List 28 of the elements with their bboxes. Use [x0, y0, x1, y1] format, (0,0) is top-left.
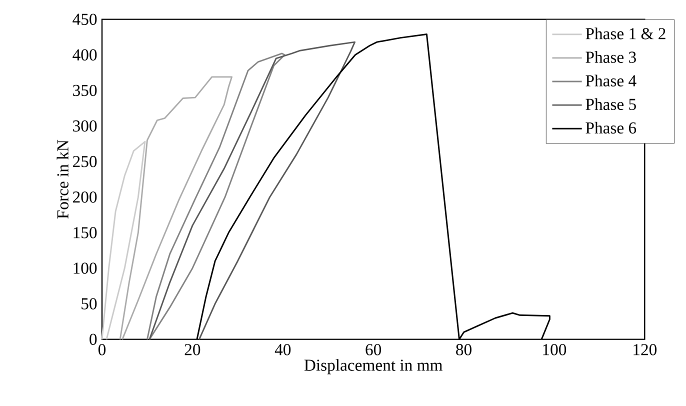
- x-tick-label: 80: [456, 344, 472, 356]
- legend-label: Phase 5: [586, 98, 636, 110]
- y-tick-label: 100: [74, 262, 97, 274]
- y-tick-label: 400: [72, 49, 97, 61]
- x-axis-title: Displacement in mm: [304, 359, 442, 374]
- x-tick-label: 120: [634, 344, 657, 356]
- line-series: [146, 52, 286, 340]
- legend-label: Phase 1 & 2: [586, 28, 666, 40]
- y-tick-label: 0: [90, 334, 97, 345]
- y-tick-label: 350: [73, 84, 97, 96]
- legend-label: Phase 3: [586, 51, 636, 63]
- y-axis-title: Force in kN: [56, 140, 68, 219]
- line-series: [148, 41, 356, 340]
- x-tick-label: 60: [366, 344, 382, 356]
- x-tick-label: 100: [543, 344, 566, 356]
- legend-label: Phase 4: [586, 74, 636, 86]
- line-series: [101, 140, 146, 340]
- y-tick-label: 150: [74, 227, 97, 238]
- y-tick-label: 300: [73, 120, 97, 132]
- y-tick-label: 450: [72, 14, 97, 25]
- line-series: [119, 76, 233, 340]
- x-tick-label: 0: [98, 344, 106, 356]
- x-tick-label: 20: [184, 344, 200, 356]
- legend-label: Phase 6: [586, 122, 636, 134]
- y-tick-label: 200: [73, 191, 97, 203]
- y-tick-label: 250: [73, 156, 97, 168]
- y-tick-label: 50: [82, 298, 97, 310]
- x-tick-label: 40: [274, 344, 291, 356]
